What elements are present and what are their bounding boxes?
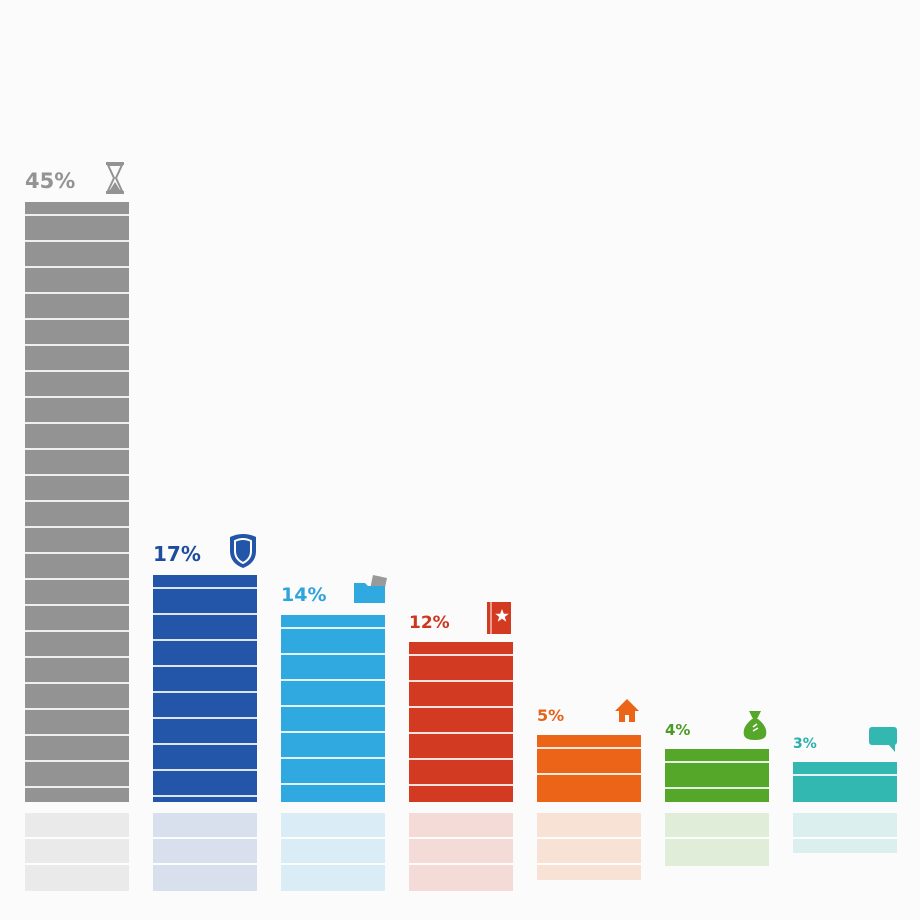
value-label: 14% [281, 584, 326, 606]
bar-stripe [153, 613, 257, 615]
hourglass-icon [106, 162, 124, 194]
bar-stripe [25, 526, 129, 528]
bar [793, 762, 897, 802]
bar-stripe [281, 705, 385, 707]
bar-stripe [25, 448, 129, 450]
bar-stripe [25, 370, 129, 372]
bar-stripe [409, 732, 513, 734]
bar-stripe [25, 734, 129, 736]
bar-stripe [25, 214, 129, 216]
reflection-stripe [153, 863, 257, 865]
bar [665, 749, 769, 802]
bar [153, 575, 257, 802]
bar [281, 615, 385, 802]
house-icon [615, 699, 639, 722]
bar [537, 735, 641, 802]
reflection-stripe [409, 863, 513, 865]
bar-stripe [25, 604, 129, 606]
reflection-stripe [409, 837, 513, 839]
bar-stripe [281, 731, 385, 733]
bar-stripe [793, 774, 897, 776]
bar-reflection [793, 813, 897, 853]
bar-stripe [25, 630, 129, 632]
bar-stripe [409, 784, 513, 786]
bar-stripe [409, 706, 513, 708]
bar-stripe [281, 653, 385, 655]
bar-stripe [25, 552, 129, 554]
bar-stripe [281, 679, 385, 681]
bar-stripe [153, 769, 257, 771]
reflection-stripe [537, 837, 641, 839]
bar-stripe [25, 396, 129, 398]
bar-stripe [409, 654, 513, 656]
bar-reflection [409, 813, 513, 891]
bar-stripe [281, 627, 385, 629]
bar-stripe [25, 578, 129, 580]
bar-stripe [25, 682, 129, 684]
bar-stripe [25, 240, 129, 242]
bar-reflection [25, 813, 129, 891]
bar-stripe [153, 795, 257, 797]
speech-bubble-icon [869, 727, 897, 752]
value-label: 45% [25, 169, 75, 193]
bar-stripe [153, 665, 257, 667]
reflection-stripe [25, 837, 129, 839]
bar-stripe [25, 500, 129, 502]
bar-stripe [25, 656, 129, 658]
bar-stripe [281, 757, 385, 759]
value-labels: 45% 17% 14% 12% 5% 4% 3% [25, 169, 817, 752]
bar-stripe [25, 786, 129, 788]
bar-reflections [25, 813, 897, 891]
reflection-stripe [537, 863, 641, 865]
value-label: 12% [409, 613, 450, 633]
bar-stripe [665, 787, 769, 789]
category-icons [106, 162, 897, 752]
bar-stripe [25, 474, 129, 476]
bar-stripe [25, 266, 129, 268]
bar-stripe [25, 318, 129, 320]
bar-stripe [409, 680, 513, 682]
reflection-stripe [153, 837, 257, 839]
bar-reflection [665, 813, 769, 866]
reflection-stripe [281, 863, 385, 865]
value-label: 4% [665, 721, 690, 739]
bar-stripe [153, 639, 257, 641]
bar-stripe [281, 783, 385, 785]
bar-stripe [537, 773, 641, 775]
reflection-stripe [281, 837, 385, 839]
book-icon [487, 602, 511, 634]
bar-stripe [153, 691, 257, 693]
bar-reflection [281, 813, 385, 891]
bar-stripe [25, 760, 129, 762]
bar-stripe [25, 292, 129, 294]
value-label: 17% [153, 542, 201, 566]
bar-reflection [153, 813, 257, 891]
bar-stripe [25, 708, 129, 710]
value-label: 3% [793, 736, 817, 752]
bar-stripe [153, 743, 257, 745]
bar-stripe [25, 422, 129, 424]
reflection-stripe [665, 837, 769, 839]
bars [25, 202, 897, 802]
reflection-stripe [25, 863, 129, 865]
bar-reflection [537, 813, 641, 880]
bar [409, 642, 513, 802]
money-bag-icon [743, 711, 767, 740]
bar-stripe [153, 717, 257, 719]
bar-stripe [153, 587, 257, 589]
bar-stripe [25, 344, 129, 346]
shield-icon [230, 534, 256, 568]
reflection-stripe [793, 837, 897, 839]
bar-stripe [409, 758, 513, 760]
bar-stripe [665, 761, 769, 763]
folder-icon [354, 575, 387, 603]
bar-stripe [537, 747, 641, 749]
value-label: 5% [537, 706, 564, 725]
